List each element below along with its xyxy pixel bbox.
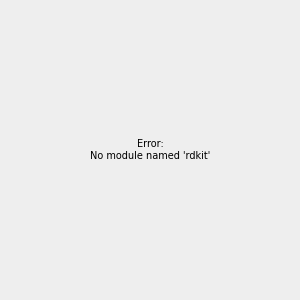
Text: Error:
No module named 'rdkit': Error: No module named 'rdkit': [90, 139, 210, 161]
